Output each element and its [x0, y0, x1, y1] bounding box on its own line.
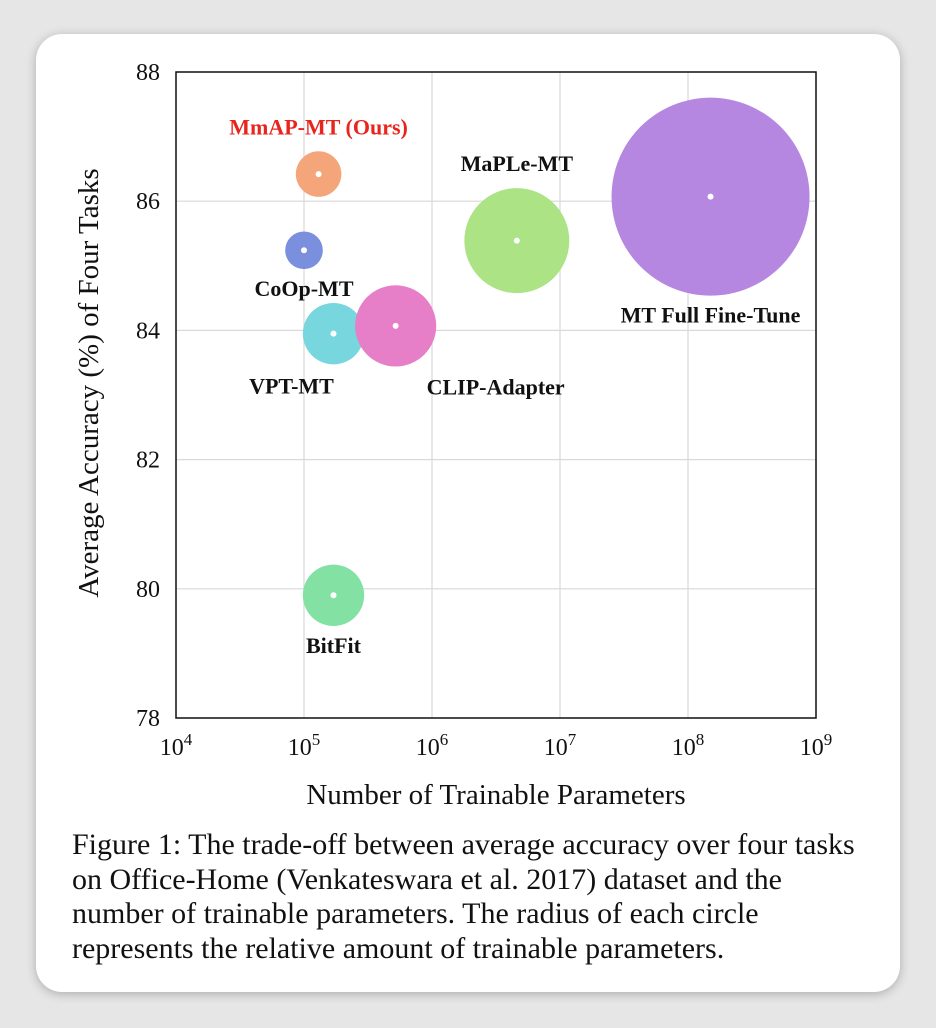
point-label: MmAP-MT (Ours)	[229, 114, 408, 139]
x-tick-label: 104	[160, 730, 193, 761]
point-label: MT Full Fine-Tune	[621, 303, 801, 328]
bubble-center-dot	[315, 171, 322, 178]
y-tick-label: 82	[136, 448, 160, 474]
x-tick-label: 107	[544, 730, 577, 761]
x-axis-title: Number of Trainable Parameters	[306, 779, 685, 811]
bubble-center-dot	[513, 237, 520, 244]
figure-caption: Figure 1: The trade-off between average …	[72, 828, 855, 965]
y-tick-label: 86	[136, 189, 160, 215]
x-tick-label: 106	[416, 730, 449, 761]
y-tick-label: 78	[136, 706, 160, 732]
bubble-center-dot	[392, 322, 399, 329]
bubble-center-dot	[301, 247, 307, 254]
tick-labels: 104 105 106 107 108 109 78 80 82 84 86 88	[136, 60, 832, 761]
x-tick-label: 105	[288, 730, 321, 761]
point-labels: MmAP-MT (Ours) CoOp-MT VPT-MT CLIP-Adapter M…	[229, 114, 800, 658]
plot-area-frame	[175, 71, 817, 719]
y-axis-title: Average Accuracy (%) of Four Tasks	[73, 168, 105, 597]
x-tick-label: 108	[672, 730, 705, 761]
bubble-center-dot	[330, 592, 337, 599]
y-tick-label: 80	[136, 577, 160, 603]
bubbles	[285, 97, 810, 626]
point-label: CLIP-Adapter	[427, 374, 565, 399]
point-label: MaPLe-MT	[461, 151, 574, 176]
y-tick-label: 84	[136, 318, 160, 344]
bubble-center-dot	[707, 193, 714, 200]
y-tick-label: 88	[136, 60, 160, 86]
bubble-center-dot	[330, 330, 337, 337]
x-tick-label: 109	[800, 730, 833, 761]
point-label: VPT-MT	[249, 373, 334, 398]
point-label: CoOp-MT	[255, 276, 354, 301]
point-label: BitFit	[306, 633, 362, 658]
